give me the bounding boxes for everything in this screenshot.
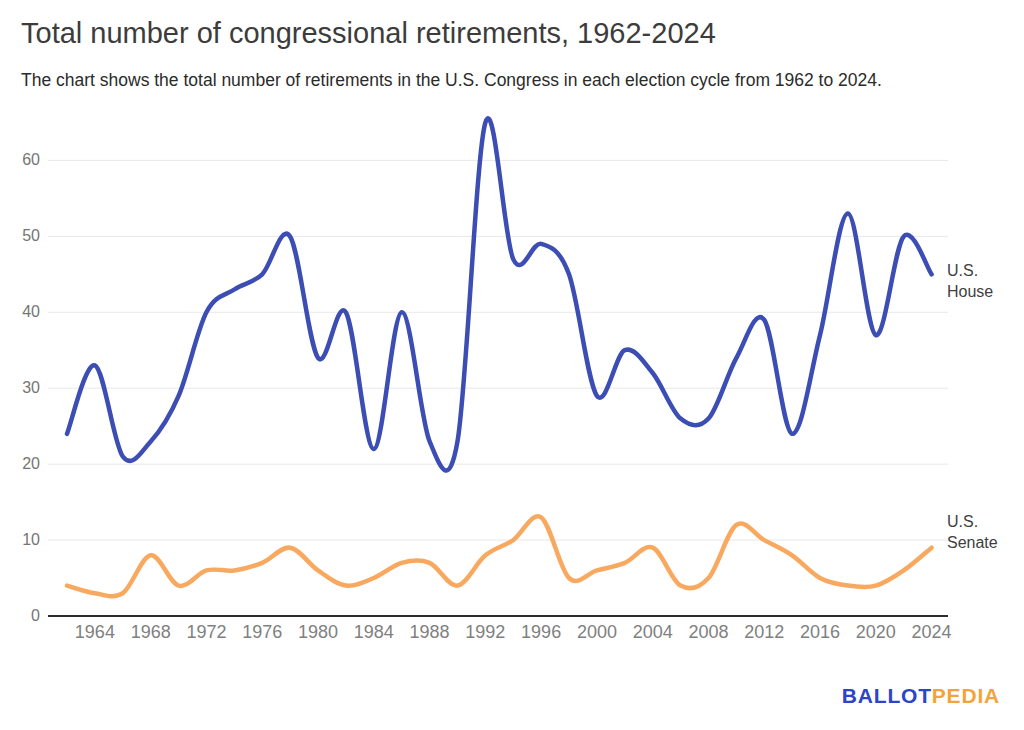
y-tick-label-30: 30 bbox=[10, 379, 40, 397]
x-tick-label-1980: 1980 bbox=[288, 622, 348, 642]
x-tick-label-1972: 1972 bbox=[176, 622, 236, 642]
x-tick-label-1988: 1988 bbox=[400, 622, 460, 642]
x-tick-label-2008: 2008 bbox=[678, 622, 738, 642]
x-tick-label-1968: 1968 bbox=[121, 622, 181, 642]
x-tick-label-2016: 2016 bbox=[790, 622, 850, 642]
series-line-u-s-house[interactable] bbox=[67, 118, 932, 470]
y-tick-label-10: 10 bbox=[10, 531, 40, 549]
series-label-us-house: U.S. House bbox=[947, 260, 1019, 302]
series-label-us-senate: U.S. Senate bbox=[947, 511, 1019, 553]
x-tick-label-2004: 2004 bbox=[623, 622, 683, 642]
line-chart-canvas bbox=[0, 0, 1024, 730]
logo-text-ballot: BALLOT bbox=[842, 684, 932, 707]
x-tick-label-1996: 1996 bbox=[511, 622, 571, 642]
x-tick-label-1964: 1964 bbox=[65, 622, 125, 642]
x-tick-label-1984: 1984 bbox=[344, 622, 404, 642]
y-tick-label-60: 60 bbox=[10, 151, 40, 169]
y-tick-label-50: 50 bbox=[10, 227, 40, 245]
x-tick-label-1992: 1992 bbox=[455, 622, 515, 642]
x-tick-label-2012: 2012 bbox=[734, 622, 794, 642]
y-tick-label-40: 40 bbox=[10, 303, 40, 321]
x-tick-label-1976: 1976 bbox=[232, 622, 292, 642]
x-tick-label-2000: 2000 bbox=[567, 622, 627, 642]
logo-text-pedia: PEDIA bbox=[932, 684, 1000, 707]
series-line-u-s-senate[interactable] bbox=[67, 516, 932, 596]
x-tick-label-2024: 2024 bbox=[902, 622, 962, 642]
ballotpedia-logo: BALLOTPEDIA bbox=[842, 684, 1000, 708]
y-tick-label-0: 0 bbox=[10, 607, 40, 625]
y-tick-label-20: 20 bbox=[10, 455, 40, 473]
x-tick-label-2020: 2020 bbox=[846, 622, 906, 642]
